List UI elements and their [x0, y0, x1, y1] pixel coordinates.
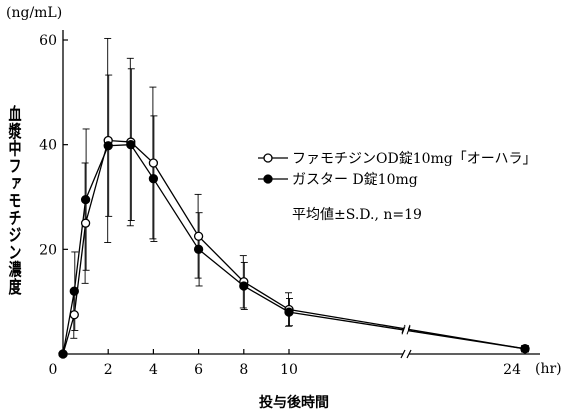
annotation-stats: 平均値±S.D., n=19: [292, 207, 422, 223]
filled-circle-point: [80, 194, 91, 205]
line-break-gap: [404, 326, 408, 335]
legend: ファモチジンOD錠10mg「オーハラ」 ガスター D錠10mg: [258, 151, 536, 188]
filled-circle-point: [69, 286, 79, 296]
line-break-marks: [401, 324, 411, 335]
filled-circle-point: [148, 174, 159, 184]
filled-circle-point: [126, 140, 136, 150]
legend-label-0: ファモチジンOD錠10mg「オーハラ」: [292, 151, 536, 167]
x-tick-label: 10: [280, 362, 298, 378]
y-tick-label: 20: [39, 242, 57, 258]
series-line: [62, 144, 526, 355]
x-tick-label: 2: [104, 362, 113, 378]
data-markers: [58, 135, 530, 359]
line-break-mark: [406, 326, 411, 335]
axis-break-mark: [400, 349, 406, 359]
x-tick-label: 24: [503, 362, 521, 378]
filled-circle-point: [58, 349, 68, 359]
filled-circle-point: [193, 244, 204, 254]
x-axis-title: 投与後時間: [259, 394, 329, 411]
legend-label-1: ガスター D錠10mg: [292, 172, 418, 188]
series-line: [62, 139, 526, 355]
open-circle-point: [193, 231, 204, 241]
axis-break-mark: [406, 349, 412, 359]
x-tick-label: 4: [149, 362, 158, 378]
open-circle-point: [80, 218, 91, 228]
legend-filled-circle-marker: [263, 174, 273, 184]
y-tick-label: 40: [39, 138, 57, 154]
x-tick-label: 8: [239, 362, 248, 378]
y-axis-title: 血漿中ファモチジン濃度: [6, 104, 23, 297]
y-tick-label: 60: [39, 33, 57, 49]
legend-open-circle-marker: [263, 153, 273, 163]
x-unit-label: (hr): [535, 361, 562, 377]
open-circle-point: [148, 158, 159, 168]
error-bars: [70, 37, 529, 353]
x-tick-label: 0: [49, 362, 58, 378]
filled-circle-point: [520, 344, 530, 354]
line-break-mark: [401, 326, 406, 335]
filled-circle-point: [103, 141, 113, 151]
filled-circle-point: [284, 307, 294, 317]
open-circle-point: [69, 310, 79, 320]
y-unit-label: (ng/mL): [6, 5, 62, 21]
filled-circle-point: [239, 281, 249, 291]
axis-break-gap: [403, 349, 409, 359]
x-tick-label: 6: [194, 362, 203, 378]
series-lines: [62, 139, 526, 355]
